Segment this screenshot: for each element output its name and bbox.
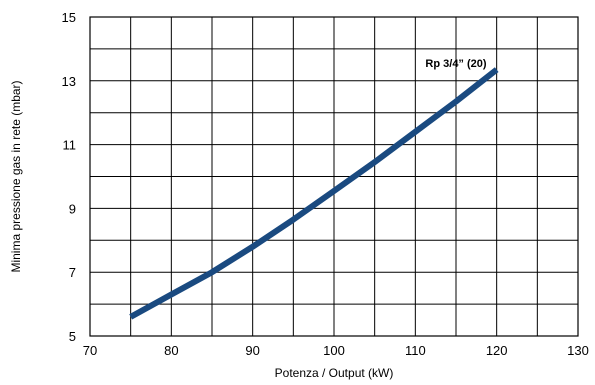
x-axis-label: Potenza / Output (kW) bbox=[275, 366, 394, 380]
y-tick-label: 15 bbox=[62, 10, 76, 25]
x-tick-label: 70 bbox=[83, 343, 97, 358]
x-tick-label: 100 bbox=[323, 343, 345, 358]
y-axis-label: Minima pressione gas in rete (mbar) bbox=[9, 80, 23, 272]
plot-frame bbox=[89, 16, 579, 337]
grid bbox=[90, 17, 578, 336]
x-tick-label: 120 bbox=[486, 343, 508, 358]
annotations: Rp 3/4” (20) bbox=[425, 58, 486, 70]
y-tick-label: 7 bbox=[69, 265, 76, 280]
y-tick-labels: 5 7 9 11 13 15 bbox=[62, 10, 76, 344]
x-tick-label: 110 bbox=[405, 343, 426, 358]
y-tick-label: 13 bbox=[62, 74, 76, 89]
series-line bbox=[129, 67, 499, 320]
y-tick-label: 5 bbox=[69, 329, 76, 344]
x-tick-label: 130 bbox=[567, 343, 589, 358]
x-tick-labels: 70 80 90 100 110 120 130 bbox=[83, 343, 589, 358]
y-tick-label: 11 bbox=[63, 138, 77, 153]
x-tick-label: 90 bbox=[245, 343, 259, 358]
series-annotation: Rp 3/4” (20) bbox=[425, 58, 486, 70]
series-layer bbox=[129, 67, 499, 320]
y-tick-label: 9 bbox=[69, 201, 76, 216]
x-tick-label: 80 bbox=[164, 343, 178, 358]
